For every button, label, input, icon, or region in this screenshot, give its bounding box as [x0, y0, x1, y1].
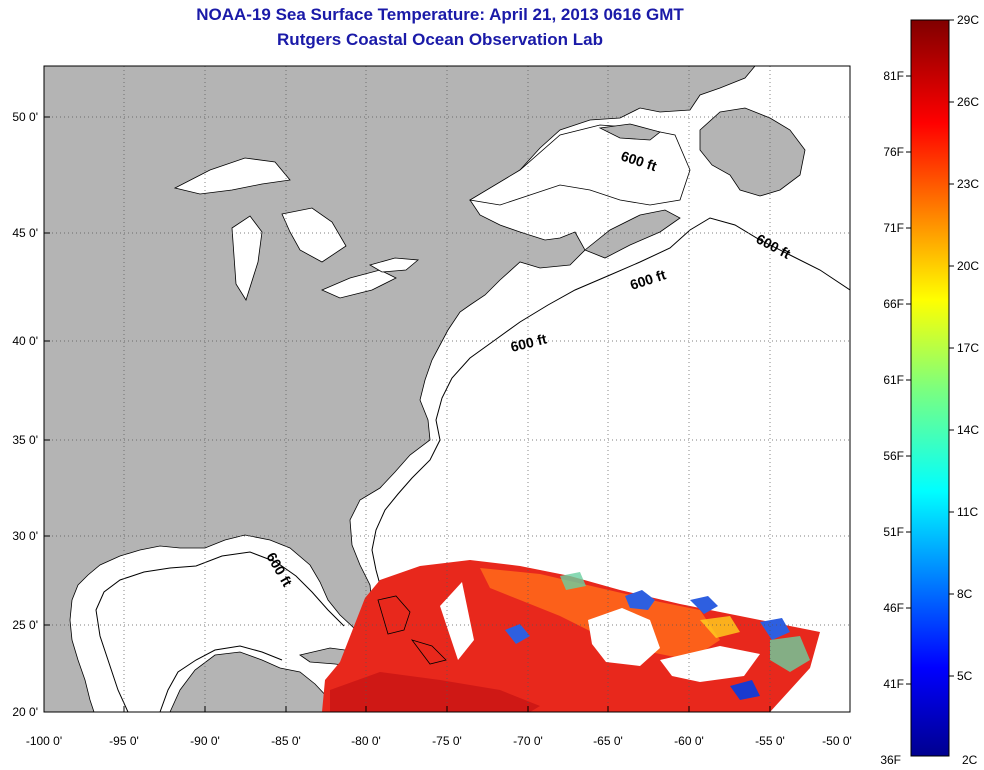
colorbar-f-label: 81F	[883, 69, 904, 83]
sst-swath	[322, 560, 820, 712]
colorbar-f-label: 51F	[883, 525, 904, 539]
lon-tick-label: -55 0'	[755, 734, 785, 748]
colorbar-c-label: 8C	[957, 587, 973, 601]
colorbar-c-label: 11C	[957, 505, 978, 519]
colorbar-f-label: 61F	[883, 373, 904, 387]
colorbar-f-label: 41F	[883, 677, 904, 691]
great-lakes	[173, 157, 420, 301]
colorbar-c-label: 26C	[957, 95, 979, 109]
land-nova-scotia	[584, 209, 681, 259]
land-newfoundland	[699, 107, 806, 197]
lon-tick-label: -85 0'	[271, 734, 301, 748]
colorbar-f-label: 56F	[883, 449, 904, 463]
colorbar-celsius-labels: 29C 26C 23C 20C 17C 14C 11C 8C 5C 2C	[957, 13, 979, 767]
lon-tick-label: -95 0'	[109, 734, 139, 748]
lat-tick-label: 30 0'	[12, 529, 38, 543]
colorbar-fahrenheit-labels: 81F 76F 71F 66F 61F 56F 51F 46F 41F 36F	[880, 69, 904, 767]
gulf-of-st-lawrence	[468, 124, 691, 206]
lon-tick-label: -75 0'	[432, 734, 462, 748]
colorbar-c-label: 29C	[957, 13, 979, 27]
lon-tick-label: -90 0'	[190, 734, 220, 748]
frame-ticks	[43, 116, 851, 713]
lat-axis: 50 0' 45 0' 40 0' 35 0' 30 0' 25 0' 20 0…	[12, 110, 38, 719]
lon-tick-label: -50 0'	[822, 734, 852, 748]
bathymetry-contour-yucatan	[159, 645, 283, 712]
lat-tick-label: 25 0'	[12, 618, 38, 632]
colorbar-c-label: 20C	[957, 259, 979, 273]
bahamas-outline	[377, 595, 447, 665]
land-north-america	[44, 66, 756, 712]
land-anticosti	[598, 123, 661, 141]
colorbar-c-label: 14C	[957, 423, 979, 437]
colorbar-c-label: 2C	[962, 753, 978, 767]
lon-axis: -100 0' -95 0' -90 0' -85 0' -80 0' -75 …	[26, 734, 852, 748]
lat-tick-label: 50 0'	[12, 110, 38, 124]
lon-tick-label: -65 0'	[593, 734, 623, 748]
lon-tick-label: -70 0'	[513, 734, 543, 748]
lon-tick-label: -80 0'	[351, 734, 381, 748]
colorbar-f-label: 46F	[883, 601, 904, 615]
lon-tick-label: -60 0'	[674, 734, 704, 748]
lon-tick-label: -100 0'	[26, 734, 62, 748]
chart-title: NOAA-19 Sea Surface Temperature: April 2…	[196, 5, 684, 24]
colorbar-f-label: 36F	[880, 753, 901, 767]
lat-tick-label: 20 0'	[12, 705, 38, 719]
colorbar-c-label: 23C	[957, 177, 979, 191]
colorbar-f-label: 71F	[883, 221, 904, 235]
colorbar-c-label: 17C	[957, 341, 979, 355]
colorbar	[910, 19, 950, 757]
lat-tick-label: 45 0'	[12, 226, 38, 240]
lat-tick-label: 40 0'	[12, 334, 38, 348]
bathymetry-contour-600ft	[371, 217, 850, 636]
colorbar-ticks	[906, 19, 954, 685]
colorbar-c-label: 5C	[957, 669, 973, 683]
colorbar-f-label: 66F	[883, 297, 904, 311]
chart-subtitle: Rutgers Coastal Ocean Observation Lab	[277, 30, 603, 49]
colorbar-f-label: 76F	[883, 145, 904, 159]
lat-tick-label: 35 0'	[12, 433, 38, 447]
bathymetry-contour-600ft-gulf	[95, 551, 345, 712]
